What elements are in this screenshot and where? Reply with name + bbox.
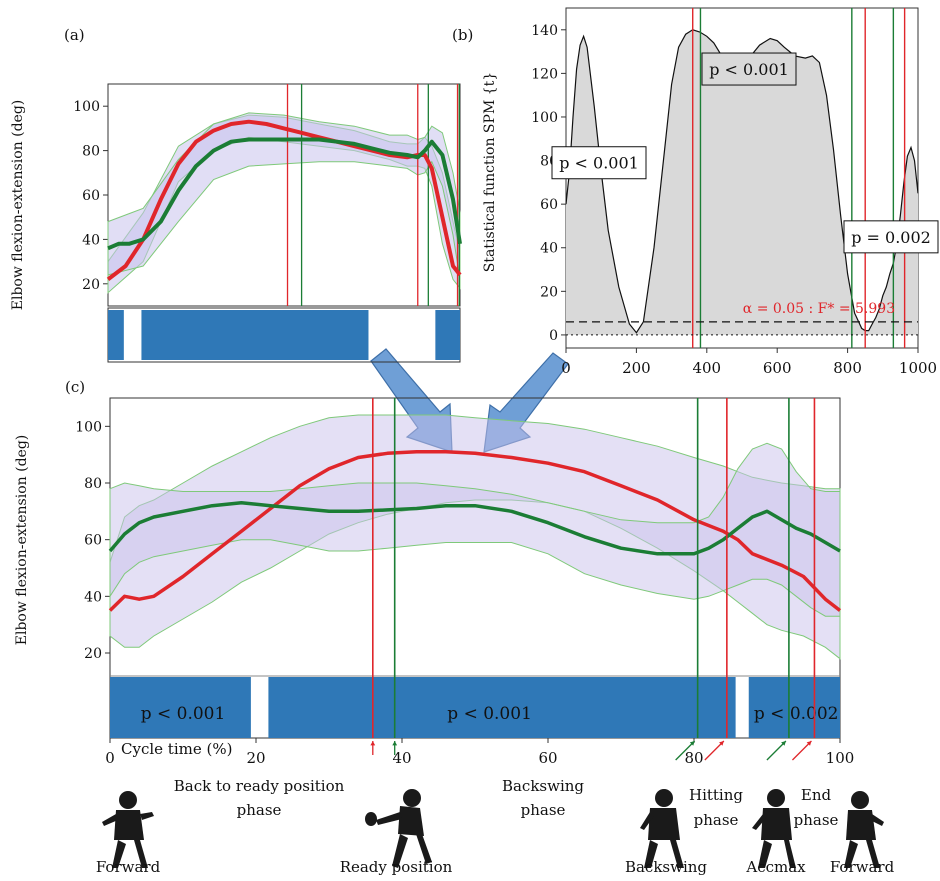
panel-a-y-label-80: 80 bbox=[82, 144, 100, 160]
panel-c-event-arrowhead-5 bbox=[806, 741, 812, 746]
phase-backswing-line1: Backswing bbox=[502, 777, 584, 795]
player-backswing-icon bbox=[640, 789, 684, 868]
panel-c-y-label-40: 40 bbox=[84, 589, 102, 605]
player-silhouettes bbox=[102, 789, 884, 868]
panel-b-y-label-20: 20 bbox=[540, 284, 558, 300]
panel-b-x-label-800: 800 bbox=[833, 359, 862, 377]
panel-c-x-label-80: 80 bbox=[684, 749, 703, 767]
panel-a-y-ticks: 20 40 60 80 100 bbox=[73, 99, 108, 293]
panel-c-chart: Elbow flexion-extension (deg) 20 40 60 80 10… bbox=[14, 397, 854, 767]
panel-b-chart: Statistical function SPM {t} 02040608010… bbox=[482, 7, 939, 377]
event-label-accmax: Accmax bbox=[745, 858, 806, 876]
panel-c-series-green bbox=[108, 501, 841, 556]
panel-a-y-label-40: 40 bbox=[82, 232, 100, 248]
panel-c-event-arrowhead-1 bbox=[392, 741, 398, 746]
panel-b-y-label-0: 0 bbox=[549, 328, 558, 344]
panel-b-spm-curve bbox=[565, 29, 919, 334]
panel-c-pvalue-0: p < 0.001 bbox=[141, 704, 226, 724]
panel-c-band-green bbox=[109, 442, 841, 617]
panel-b-pvalue-1: p < 0.001 bbox=[709, 60, 789, 79]
panel-a-ylabel: Elbow flexion-extension (deg) bbox=[10, 100, 26, 311]
phase-back-line1: Back to ready position bbox=[174, 777, 345, 795]
panel-c-y-label-60: 60 bbox=[84, 533, 102, 549]
phase-hitting-line1: Hitting bbox=[689, 786, 743, 804]
panel-c-x-label-20: 20 bbox=[246, 749, 265, 767]
phase-back-line2: phase bbox=[237, 801, 282, 819]
panel-c-x-label-60: 60 bbox=[538, 749, 557, 767]
panel-label-a: (a) bbox=[64, 26, 85, 44]
phase-end-line1: End bbox=[801, 786, 832, 804]
panel-a-y-label-20: 20 bbox=[82, 277, 100, 293]
panel-c-y-label-20: 20 bbox=[84, 646, 102, 662]
event-label-forward-2: Forward bbox=[830, 858, 895, 876]
phase-end-line2: phase bbox=[794, 811, 839, 829]
panel-c-event-arrowhead-3 bbox=[719, 741, 724, 746]
panel-c-event-arrowhead-0 bbox=[370, 741, 376, 746]
panel-c-event-arrow-2 bbox=[675, 740, 696, 761]
panel-c-event-arrow-4 bbox=[766, 740, 787, 761]
panel-c-ticks: 20 40 60 80 100 0 20 40 60 80 100 bbox=[75, 419, 854, 767]
panel-b-threshold-label: α = 0.05 : F* = 5.993 bbox=[743, 301, 895, 317]
panel-c-xlabel: Cycle time (%) bbox=[121, 740, 232, 758]
panel-b-x-label-200: 200 bbox=[622, 359, 651, 377]
panel-c-ylabel: Elbow flexion-extension (deg) bbox=[14, 435, 30, 646]
panel-b-pvalue-box-0 bbox=[551, 146, 647, 180]
player-accmax-icon bbox=[752, 789, 796, 868]
panel-b-x-label-1000: 1000 bbox=[899, 359, 937, 377]
panel-c-x-label-40: 40 bbox=[392, 749, 411, 767]
panel-b-spm-area bbox=[566, 29, 918, 335]
phase-labels: Back to ready position phase Backswing p… bbox=[174, 777, 839, 829]
panel-b-pvalue-0: p < 0.001 bbox=[559, 154, 639, 173]
panel-c-pvalue-2: p < 0.002 bbox=[754, 704, 839, 724]
panel-label-b: (b) bbox=[452, 26, 473, 44]
panel-b-ylabel: Statistical function SPM {t} bbox=[482, 72, 498, 272]
event-label-ready: Ready position bbox=[340, 858, 453, 876]
panel-a-series-red bbox=[106, 119, 462, 281]
panel-c-x-label-0: 0 bbox=[105, 749, 115, 767]
panel-b-x-label-400: 400 bbox=[692, 359, 721, 377]
panel-b-y-label-60: 60 bbox=[540, 197, 558, 213]
panel-a-sig-block-1 bbox=[141, 310, 369, 360]
panel-b-pvalue-box-2 bbox=[843, 220, 939, 254]
panel-c-y-label-80: 80 bbox=[84, 476, 102, 492]
panel-a-frame bbox=[107, 83, 461, 307]
panel-a-series-green bbox=[107, 137, 462, 251]
player-forward-1-icon bbox=[102, 791, 154, 868]
panel-b-x-label-600: 600 bbox=[763, 359, 792, 377]
panel-c-sig-block-2 bbox=[748, 677, 840, 738]
panel-label-c: (c) bbox=[65, 378, 85, 396]
event-label-backswing: Backswing bbox=[625, 858, 707, 876]
panel-c-series-red bbox=[108, 450, 842, 612]
panel-c-x-label-100: 100 bbox=[826, 749, 855, 767]
panel-a-sig-block-2 bbox=[435, 310, 460, 360]
panel-c-pvalue-1: p < 0.001 bbox=[447, 704, 532, 724]
panel-a-y-label-100: 100 bbox=[73, 99, 100, 115]
panel-a-chart: Elbow flexion-extension (deg) 20 40 60 80 10… bbox=[10, 83, 462, 363]
player-ready-icon bbox=[365, 789, 432, 868]
panel-a-band-green bbox=[107, 112, 461, 280]
panel-c-y-label-100: 100 bbox=[75, 419, 102, 435]
player-forward-2-icon bbox=[844, 791, 884, 868]
panel-b-y-label-120: 120 bbox=[531, 66, 558, 82]
panel-c-event-arrow-5 bbox=[791, 740, 812, 761]
panel-b-y-label-100: 100 bbox=[531, 110, 558, 126]
panel-b-pvalue-box-1 bbox=[701, 52, 797, 86]
event-labels: Forward Ready position Backswing Accmax … bbox=[96, 858, 895, 876]
panel-b-x-label-0: 0 bbox=[561, 359, 571, 377]
phase-hitting-line2: phase bbox=[694, 811, 739, 829]
phase-backswing-line2: phase bbox=[521, 801, 566, 819]
panel-c-sig-block-1 bbox=[268, 677, 736, 738]
panel-b-y-label-140: 140 bbox=[531, 23, 558, 39]
event-label-forward-1: Forward bbox=[96, 858, 161, 876]
panel-b-y-label-40: 40 bbox=[540, 241, 558, 257]
panel-c-event-arrowhead-4 bbox=[781, 741, 786, 746]
panel-c-sig-block-0 bbox=[110, 677, 251, 738]
panel-c-event-arrowhead-2 bbox=[689, 741, 695, 746]
panel-c-event-arrow-3 bbox=[704, 740, 725, 761]
panel-a-y-label-60: 60 bbox=[82, 188, 100, 204]
panel-a-sig-block-0 bbox=[108, 310, 124, 360]
panel-b-pvalue-2: p = 0.002 bbox=[851, 228, 931, 247]
